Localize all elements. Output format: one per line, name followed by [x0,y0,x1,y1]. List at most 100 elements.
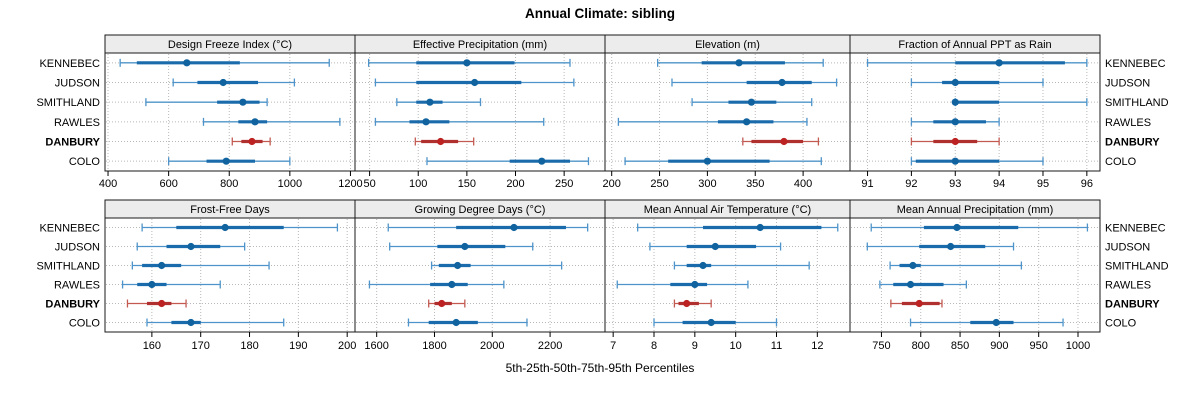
axis-tick-label-800: 800 [912,340,930,352]
series-rawles [121,280,221,289]
panel-strip-title: Frost-Free Days [190,204,270,216]
panel-growing-degree-days-c: Growing Degree Days (°C) 1600 1800 2000 2200 [354,199,606,352]
series-danbury [742,137,820,146]
series-judson [671,78,838,87]
series-judson [172,78,296,87]
axis-tick-label-750: 750 [872,340,890,352]
median-dot [992,318,1000,327]
station-label-right-rawles: RAWLES [1105,117,1151,129]
station-label-right-danbury: DANBURY [1105,299,1160,311]
panel-strip-title: Effective Precipitation (mm) [413,39,547,51]
panel-strip-title: Design Freeze Index (°C) [168,39,292,51]
station-label-left-danbury: DANBURY [45,137,100,149]
axis-tick-label-400: 400 [99,178,117,190]
axis-tick-label-94: 94 [993,178,1005,190]
median-dot [454,261,462,270]
series-colo [910,157,1044,166]
station-label-right-rawles: RAWLES [1105,280,1151,292]
panel-elevation-m: Elevation (m) 200 250 300 350 400 [603,34,851,190]
median-dot [461,242,469,251]
median-dot [951,118,959,126]
panel-strip-title: Elevation (m) [695,39,760,51]
axis-tick-label-9: 9 [692,340,698,352]
median-dot [158,299,166,308]
series-kennebec [870,223,1089,232]
axis-tick-label-12: 12 [811,340,823,352]
median-dot [422,118,430,126]
axis-tick-label-2200: 2200 [538,340,562,352]
station-label-left-rawles: RAWLES [54,117,100,129]
median-dot [222,157,230,165]
axis-tick-label-170: 170 [192,340,210,352]
series-smithland [673,261,810,270]
axis-tick-label-400: 400 [794,178,812,190]
median-dot [951,78,959,87]
panel-strip-title: Growing Degree Days (°C) [415,204,546,216]
median-dot [743,118,751,126]
axis-tick-label-2000: 2000 [480,340,504,352]
axis-tick-label-950: 950 [1029,340,1047,352]
station-label-left-rawles: RAWLES [54,280,100,292]
series-colo [146,318,285,327]
chart-title: Annual Climate: sibling [524,6,675,21]
series-smithland [396,98,482,107]
axis-tick-label-250: 250 [555,178,573,190]
panel-frost-free-days: Frost-Free Days 160 170 180 190 200 [104,199,356,352]
series-rawles [368,280,505,289]
panel-plot-area [604,52,851,172]
median-dot [187,318,195,327]
axis-tick-label-900: 900 [990,340,1008,352]
axis-tick-label-200: 200 [506,178,524,190]
series-kennebec [119,58,330,67]
median-dot [448,280,456,289]
median-dot [183,59,191,67]
panel-plot-area [104,217,356,333]
axis-tick-label-160: 160 [143,340,161,352]
series-danbury [428,299,466,308]
median-dot [707,318,715,327]
series-colo [909,318,1064,327]
median-dot [947,242,955,251]
panel-fraction-of-annual-ppt-as-rain: Fraction of Annual PPT as Rain 91 92 93 94 95… [849,34,1101,190]
median-dot [951,98,959,106]
series-rawles [617,117,808,126]
median-dot [510,223,518,232]
series-judson [389,242,534,251]
series-colo [426,157,590,166]
median-dot [219,78,227,87]
axis-tick-label-180: 180 [240,340,258,352]
axis-tick-label-200: 200 [603,178,621,190]
axis-tick-label-1200: 1200 [338,178,362,190]
station-label-left-kennebec: KENNEBEC [39,223,100,235]
axis-tick-label-92: 92 [905,178,917,190]
axis-tick-label-96: 96 [1081,178,1093,190]
median-dot [438,299,446,308]
axis-tick-label-93: 93 [949,178,961,190]
median-dot [683,299,691,308]
series-colo [624,157,822,166]
axis-tick-label-8: 8 [651,340,657,352]
station-label-left-colo: COLO [69,318,101,330]
axis-tick-label-600: 600 [159,178,177,190]
axis-tick-label-10: 10 [730,340,742,352]
station-label-right-smithland: SMITHLAND [1105,97,1169,109]
series-judson [866,242,1015,251]
series-colo [407,318,528,327]
axis-tick-label-850: 850 [951,340,969,352]
panel-plot-area [354,52,606,172]
axis-tick-label-91: 91 [861,178,873,190]
median-dot [780,137,788,146]
median-dot [711,242,719,251]
median-dot [187,242,195,251]
series-colo [167,157,291,166]
median-dot [778,78,786,87]
series-danbury [890,299,943,308]
series-smithland [889,261,1023,270]
axis-tick-label-1600: 1600 [364,340,388,352]
station-label-left-colo: COLO [69,156,101,168]
median-dot [691,280,699,289]
axis-tick-label-250: 250 [650,178,668,190]
panel-mean-annual-precipitation-mm: Mean Annual Precipitation (mm) 750 800 850 9… [849,199,1101,352]
median-dot [221,223,229,232]
